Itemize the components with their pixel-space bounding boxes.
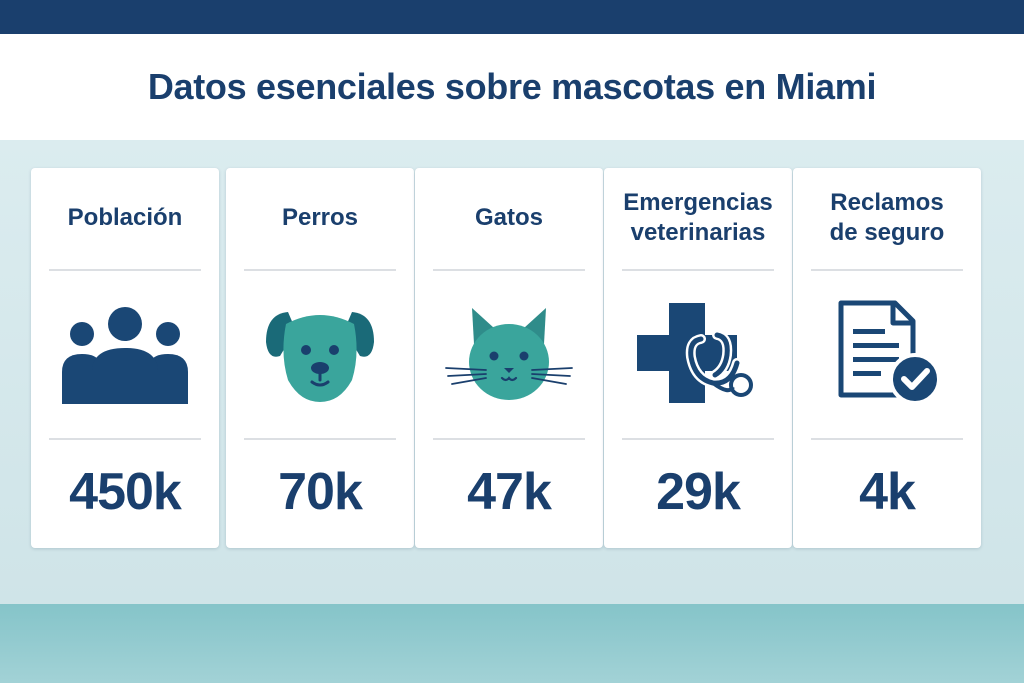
- divider: [622, 269, 774, 271]
- card-reclamos: Reclamos de seguro 4k: [793, 168, 981, 548]
- bottom-band: [0, 604, 1024, 683]
- divider: [244, 438, 396, 440]
- header: Datos esenciales sobre mascotas en Miami: [0, 34, 1024, 140]
- medical-cross-stethoscope-icon: [604, 294, 792, 414]
- top-bar: [0, 0, 1024, 34]
- document-check-icon: [793, 294, 981, 414]
- card-gatos: Gatos 47k: [415, 168, 603, 548]
- divider: [433, 438, 585, 440]
- card-label: Gatos: [474, 204, 543, 231]
- card-value: 29k: [656, 463, 741, 521]
- card-value: 450k: [69, 463, 182, 521]
- card-value: 70k: [278, 463, 363, 521]
- dog-icon: [226, 294, 414, 414]
- divider: [49, 269, 201, 271]
- card-value: 4k: [859, 463, 916, 521]
- divider: [433, 269, 585, 271]
- card-label: Emergencias veterinarias: [623, 189, 773, 246]
- cat-icon: [415, 294, 603, 414]
- card-perros: Perros 70k: [226, 168, 414, 548]
- divider: [811, 269, 963, 271]
- card-poblacion: Población 450k: [31, 168, 219, 548]
- card-emergencias: Emergencias veterinarias 29k: [604, 168, 792, 548]
- divider: [811, 438, 963, 440]
- card-label: Población: [67, 204, 183, 231]
- card-label: Reclamos de seguro: [829, 189, 945, 246]
- card-value: 47k: [467, 463, 552, 521]
- page-title: Datos esenciales sobre mascotas en Miami: [147, 66, 877, 107]
- card-label: Perros: [281, 204, 359, 231]
- divider: [622, 438, 774, 440]
- people-icon: [31, 294, 219, 414]
- divider: [244, 269, 396, 271]
- divider: [49, 438, 201, 440]
